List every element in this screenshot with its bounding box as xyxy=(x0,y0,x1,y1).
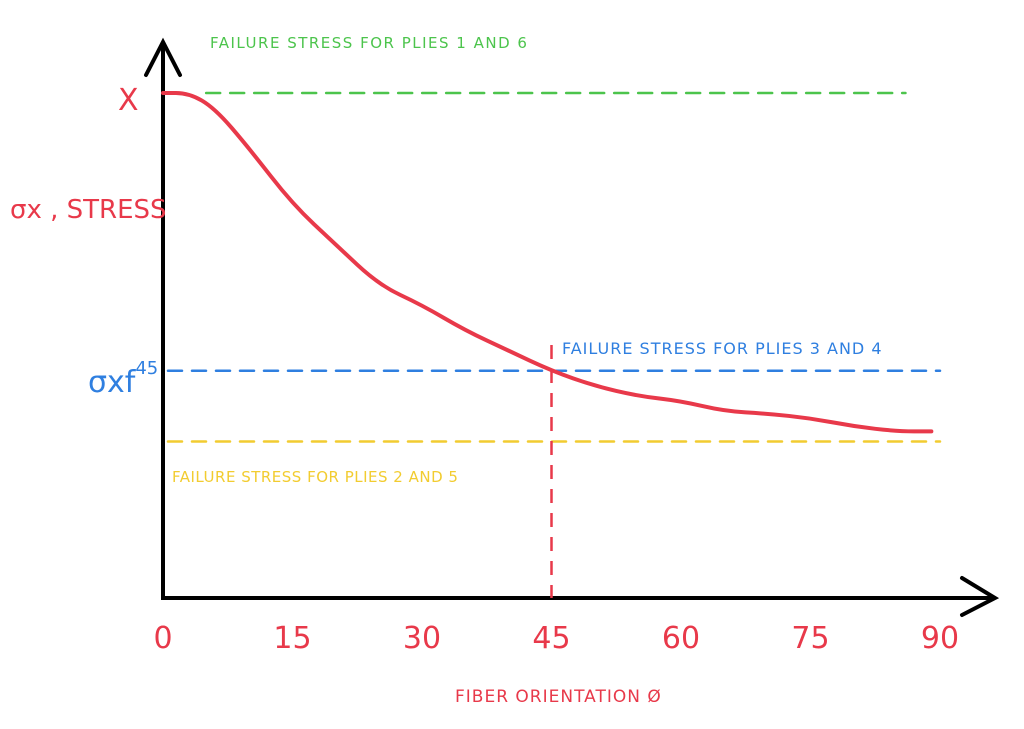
x-tick-label: 90 xyxy=(921,621,959,656)
x-tick-label: 60 xyxy=(662,621,700,656)
x-tick-label: 75 xyxy=(791,621,829,656)
axes xyxy=(144,37,1000,617)
x-tick-label: 45 xyxy=(532,621,570,656)
y-tick-x: X xyxy=(118,83,139,118)
x-tick-label: 30 xyxy=(403,621,441,656)
x-axis-label: FIBER ORIENTATION Ø xyxy=(455,687,662,707)
y-tick-sigma-xf: σxf45 xyxy=(88,358,158,400)
y-axis-arrow xyxy=(144,37,182,77)
ref-label-plies-3-4: FAILURE STRESS FOR PLIES 3 AND 4 xyxy=(562,339,883,358)
x-axis-arrow xyxy=(960,576,1000,617)
ref-label-plies-1-6: FAILURE STRESS FOR PLIES 1 AND 6 xyxy=(210,34,528,52)
y-axis-label: σx , STRESS xyxy=(10,195,167,225)
x-tick-label: 0 xyxy=(153,621,172,656)
y-tick-sigma-xf-sup: 45 xyxy=(135,358,158,379)
ref-label-plies-2-5: FAILURE STRESS FOR PLIES 2 AND 5 xyxy=(172,468,458,486)
x-tick-label: 15 xyxy=(273,621,311,656)
series-line-stress xyxy=(161,91,934,434)
